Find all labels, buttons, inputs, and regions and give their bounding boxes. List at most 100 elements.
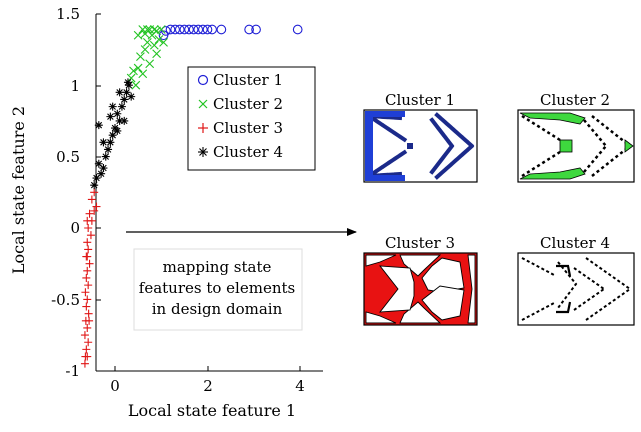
y-tick-label: -0.5 [51, 291, 80, 309]
y-tick-label: 0 [70, 219, 80, 237]
data-point [82, 273, 91, 282]
annotation-line-3: in design domain [152, 300, 283, 318]
legend-box [187, 66, 316, 171]
data-point [165, 24, 176, 35]
data-point [292, 24, 303, 35]
x-tick-label: 0 [110, 377, 120, 395]
data-point [108, 131, 117, 140]
data-point [83, 323, 92, 332]
data-point [99, 164, 108, 173]
panel-cluster-2 [517, 109, 635, 183]
x-axis-label: Local state feature 1 [128, 401, 296, 420]
y-tick-label: 1.5 [56, 5, 80, 23]
data-point [202, 24, 213, 35]
data-point [126, 73, 136, 83]
series-cluster-1 [158, 24, 303, 41]
data-point [106, 112, 115, 121]
data-point [85, 209, 94, 218]
data-point [81, 288, 90, 297]
data-point [86, 231, 95, 240]
data-point [84, 281, 93, 290]
series-cluster-2 [126, 25, 168, 90]
panel-cluster-3 [363, 252, 478, 326]
legend-label-cluster-3: Cluster 3 [213, 119, 283, 137]
data-point [122, 88, 131, 97]
data-point [152, 49, 162, 59]
y-axis-label: Local state feature 2 [9, 106, 28, 274]
panel-title-cluster-4: Cluster 4 [540, 234, 610, 252]
data-point [81, 352, 90, 361]
data-point [90, 188, 99, 197]
x-ticks: 0 2 4 [110, 366, 305, 395]
data-point [94, 121, 103, 130]
data-point [129, 66, 138, 76]
data-point [80, 359, 89, 368]
data-point [120, 95, 129, 104]
data-point [99, 138, 108, 147]
data-point [131, 80, 141, 90]
legend: Cluster 1 Cluster 2 Cluster 3 Cluster 4 [187, 66, 316, 171]
data-point [115, 116, 124, 125]
data-point [193, 24, 204, 35]
data-point [82, 302, 91, 311]
data-point [92, 174, 101, 183]
data-point [156, 25, 166, 34]
y-tick-label: 0.5 [56, 148, 80, 166]
data-point [94, 159, 103, 168]
data-point [83, 295, 92, 304]
data-point [84, 338, 93, 347]
data-point [90, 206, 99, 215]
data-point [174, 24, 185, 35]
data-point [108, 102, 117, 111]
data-point [138, 25, 148, 34]
data-point [138, 69, 148, 79]
data-point [136, 52, 145, 62]
data-point [142, 25, 152, 34]
data-point [83, 266, 92, 275]
panel-title-cluster-3: Cluster 3 [385, 234, 455, 252]
data-point [101, 152, 110, 161]
legend-label-cluster-4: Cluster 4 [213, 143, 283, 161]
data-point [85, 259, 94, 268]
data-point [179, 24, 190, 35]
y-ticks: 1.5 1 0.5 0 -0.5 -1 [51, 5, 101, 380]
data-point [83, 238, 92, 247]
data-point [133, 30, 143, 40]
panel-title-cluster-1: Cluster 1 [385, 91, 455, 109]
data-point [145, 25, 155, 34]
annotation-line-2: features to elements [139, 279, 295, 297]
legend-marker-cluster-4 [198, 147, 208, 157]
annotation-line-1: mapping state [163, 258, 272, 276]
data-point [113, 109, 122, 118]
data-point [170, 24, 180, 35]
x-tick-label: 4 [295, 377, 305, 395]
panel-title-cluster-2: Cluster 2 [540, 91, 610, 109]
data-point [140, 45, 150, 54]
data-point [244, 24, 254, 35]
panel-cluster-4 [517, 252, 635, 326]
x-tick-label: 2 [203, 377, 213, 395]
data-point [251, 24, 261, 35]
y-tick-label: 1 [70, 77, 80, 95]
legend-label-cluster-1: Cluster 1 [213, 71, 283, 89]
data-point [207, 24, 217, 35]
data-point [83, 252, 92, 261]
data-point [149, 40, 159, 50]
data-point [90, 181, 99, 190]
panel-cluster-1 [363, 109, 478, 183]
data-point [113, 126, 122, 135]
data-point [120, 116, 129, 125]
data-point [83, 216, 92, 225]
data-point [115, 88, 124, 97]
data-point [123, 78, 132, 87]
data-point [124, 81, 133, 90]
data-point [97, 169, 106, 178]
data-point [159, 37, 168, 47]
legend-marker-cluster-3 [198, 123, 208, 133]
series-cluster-4 [90, 78, 136, 190]
data-point [92, 202, 101, 211]
data-point [184, 24, 194, 35]
data-point [85, 316, 94, 325]
legend-marker-cluster-2 [198, 99, 208, 109]
